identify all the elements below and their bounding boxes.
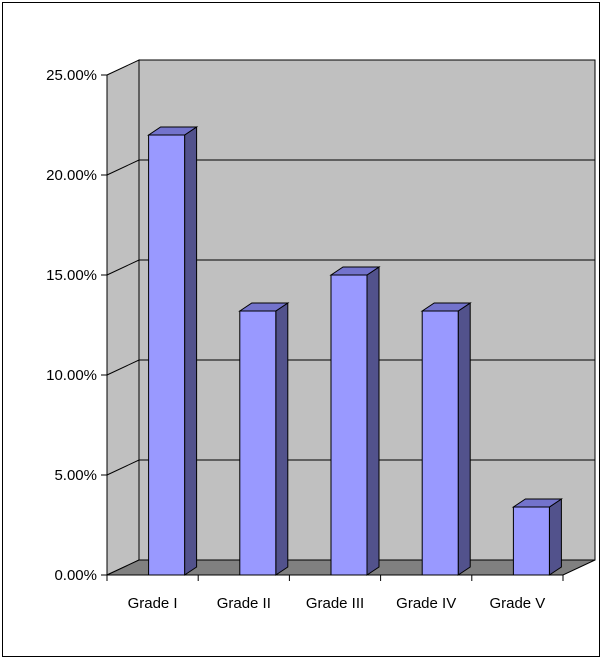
bars bbox=[146, 126, 564, 576]
bar-chart: 0.00% 5.00% 10.00% 15.00% 20.00% 25.00% Grade… bbox=[46, 59, 596, 612]
bar-side bbox=[275, 302, 289, 576]
y-tick-label: 10.00% bbox=[46, 367, 97, 384]
x-tick-label: Grade I bbox=[128, 595, 178, 612]
bar-grade-iv bbox=[420, 302, 472, 576]
y-tick-label: 15.00% bbox=[46, 267, 97, 284]
y-tick-label: 20.00% bbox=[46, 167, 97, 184]
bar-front bbox=[239, 310, 277, 576]
y-tick-labels: 0.00% 5.00% 10.00% 15.00% 20.00% 25.00% bbox=[46, 67, 97, 584]
bar-grade-ii bbox=[238, 302, 290, 576]
bar-front bbox=[512, 506, 550, 576]
y-tick-label: 25.00% bbox=[46, 67, 97, 84]
bar-grade-i bbox=[146, 126, 199, 576]
gridline bbox=[106, 159, 595, 176]
bar-side bbox=[457, 302, 471, 576]
x-tick-label: Grade III bbox=[306, 595, 364, 612]
bar-grade-iii bbox=[329, 266, 381, 576]
side-wall bbox=[106, 59, 140, 576]
bar-front bbox=[421, 310, 459, 576]
y-tick-label: 5.00% bbox=[54, 467, 97, 484]
bar-grade-v bbox=[511, 498, 564, 576]
bar-side bbox=[366, 266, 380, 576]
x-tick-label: Grade IV bbox=[396, 595, 456, 612]
bar-front bbox=[330, 274, 368, 576]
gridline bbox=[106, 259, 595, 276]
bar-front bbox=[148, 134, 186, 576]
x-tick-label: Grade V bbox=[489, 595, 545, 612]
x-tick-label: Grade II bbox=[217, 595, 271, 612]
x-tick-labels: Grade I Grade II Grade III Grade IV Grade V bbox=[128, 595, 546, 612]
y-tick-label: 0.00% bbox=[54, 567, 97, 584]
bar-side bbox=[184, 126, 198, 576]
bar-side bbox=[548, 498, 562, 576]
